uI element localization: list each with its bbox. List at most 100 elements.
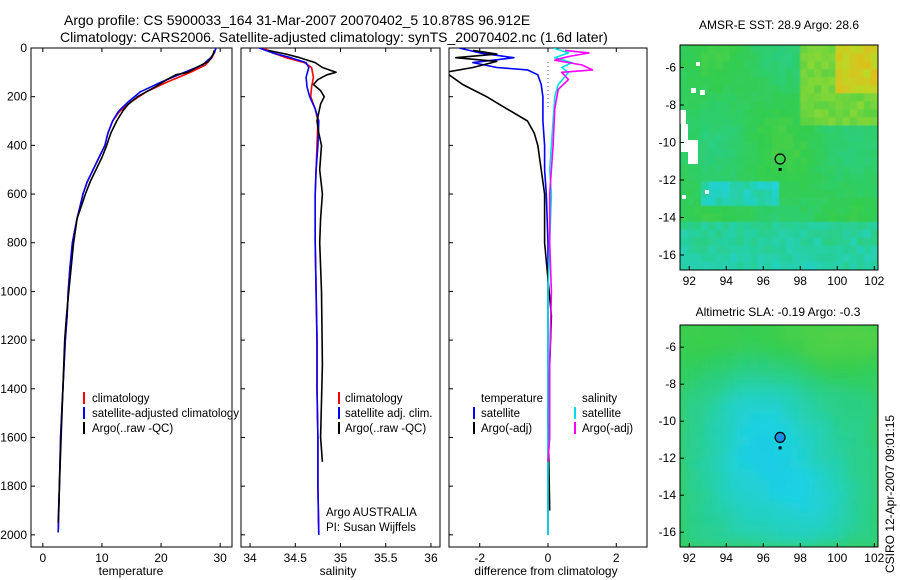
heatmap-cell xyxy=(779,502,790,515)
heatmap-cell xyxy=(759,502,770,515)
heatmap-cell xyxy=(687,61,695,70)
heatmap-cell xyxy=(814,77,823,86)
heatmap-cell xyxy=(868,347,878,359)
heatmap-cell xyxy=(779,261,787,270)
heatmap-cell xyxy=(848,369,859,382)
heatmap-cell xyxy=(680,491,691,504)
heatmap-cell xyxy=(870,213,878,223)
heatmap-cell xyxy=(736,229,745,239)
heatmap-cell xyxy=(719,413,731,426)
heatmap-cell xyxy=(694,125,702,134)
heatmap-cell xyxy=(715,213,724,223)
heatmap-cell xyxy=(722,181,731,191)
heatmap-cell xyxy=(870,237,878,247)
heatmap-cell xyxy=(848,380,859,393)
heatmap-cell xyxy=(842,45,851,54)
heatmap-cell xyxy=(759,458,770,470)
map-y-tick-label: -12 xyxy=(659,173,677,187)
heatmap-cell xyxy=(808,458,820,470)
heatmap-cell xyxy=(828,391,839,404)
map-y-tick-label: -6 xyxy=(665,61,676,75)
heatmap-cell xyxy=(749,436,760,448)
heatmap-cell xyxy=(856,205,865,215)
heatmap-cell xyxy=(715,53,724,62)
heatmap-cell xyxy=(807,165,815,175)
heatmap-cell xyxy=(863,253,872,263)
heatmap-cell xyxy=(771,205,780,215)
heatmap-cell xyxy=(842,149,851,159)
heatmap-cell xyxy=(715,237,724,247)
heatmap-cell xyxy=(769,469,780,481)
heatmap-cell xyxy=(759,480,770,493)
heatmap-cell xyxy=(750,173,759,183)
heatmap-cell xyxy=(828,358,839,370)
heatmap-cell xyxy=(743,229,752,239)
heatmap-cell xyxy=(808,513,820,526)
figure-title-line2: Climatology: CARS2006. Satellite-adjuste… xyxy=(60,29,608,45)
heatmap-cell xyxy=(750,157,759,167)
heatmap-cell xyxy=(687,229,695,239)
salinity-panel: 34 34.5 35 35.5 36 salinity climatology sate… xyxy=(240,47,441,578)
heatmap-cell xyxy=(814,101,823,110)
heatmap-cell xyxy=(849,109,858,118)
heatmap-cell xyxy=(680,45,688,54)
heatmap-cell xyxy=(736,157,745,167)
legend-header-temperature: temperature xyxy=(481,393,543,405)
heatmap-cell xyxy=(757,53,766,62)
heatmap-cell xyxy=(828,197,837,207)
heatmap-cell xyxy=(749,458,760,470)
heatmap-cell xyxy=(719,491,731,504)
heatmap-cell xyxy=(808,336,820,348)
heatmap-cell xyxy=(870,109,878,118)
heatmap-cell xyxy=(838,480,849,493)
heatmap-cell xyxy=(715,253,724,263)
heatmap-cell xyxy=(680,189,688,199)
heatmap-cell xyxy=(818,424,830,437)
heatmap-cell xyxy=(808,436,820,448)
heatmap-cell xyxy=(828,502,839,515)
sst-map-panel: AMSR-E SST: 28.9 Argo: 28.6 92 94 96 98 100 1… xyxy=(659,18,885,288)
heatmap-cell xyxy=(821,181,830,191)
heatmap-cell xyxy=(701,141,709,151)
heatmap-cell xyxy=(729,197,738,207)
heatmap-cell xyxy=(779,69,787,78)
heatmap-cell xyxy=(715,61,724,70)
heatmap-cell xyxy=(749,402,760,415)
heatmap-cell xyxy=(870,93,878,102)
heatmap-cell xyxy=(808,402,820,415)
map-y-tick-label: -10 xyxy=(659,136,677,150)
heatmap-cell xyxy=(749,413,760,426)
heatmap-cell xyxy=(743,189,752,199)
heatmap-cell xyxy=(757,77,766,86)
heatmap-cell xyxy=(715,93,724,102)
heatmap-cell xyxy=(798,369,810,382)
heatmap-cell xyxy=(828,237,837,247)
missing-data-patch xyxy=(705,190,709,194)
heatmap-cell xyxy=(808,424,820,437)
heatmap-cell xyxy=(680,61,688,70)
heatmap-cell xyxy=(870,205,878,215)
heatmap-cell xyxy=(701,205,709,215)
heatmap-cell xyxy=(835,261,844,270)
heatmap-cell xyxy=(828,325,839,337)
heatmap-cell xyxy=(814,229,823,239)
heatmap-cell xyxy=(818,380,830,393)
missing-data-patch xyxy=(682,195,686,199)
heatmap-cell xyxy=(842,117,851,126)
heatmap-cell xyxy=(694,69,702,78)
heatmap-cell xyxy=(835,101,844,110)
heatmap-cell xyxy=(715,109,724,118)
heatmap-cell xyxy=(870,157,878,167)
x-tick-label: 35 xyxy=(334,551,348,565)
heatmap-cell xyxy=(736,117,745,126)
heatmap-cell xyxy=(848,458,859,470)
heatmap-cell xyxy=(749,380,760,393)
heatmap-cell xyxy=(779,101,787,110)
heatmap-cell xyxy=(858,436,869,448)
heatmap-cell xyxy=(842,229,851,239)
heatmap-cell xyxy=(729,181,738,191)
heatmap-cell xyxy=(749,491,760,504)
heatmap-cell xyxy=(739,325,750,337)
heatmap-cell xyxy=(719,347,731,359)
heatmap-cell xyxy=(793,101,801,110)
